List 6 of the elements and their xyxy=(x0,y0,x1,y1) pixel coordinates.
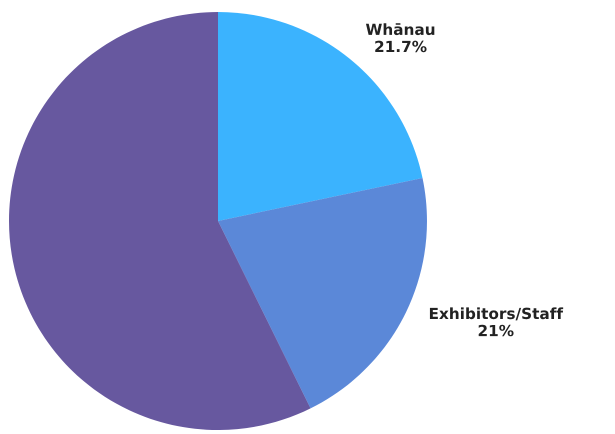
pie-slice xyxy=(9,12,311,430)
slice-label: Exhibitors/Staff xyxy=(430,307,564,320)
data-label: 21% xyxy=(478,324,514,336)
pie-slice xyxy=(218,178,427,408)
data-label: 21.7% xyxy=(375,40,427,52)
slice-label: Whānau xyxy=(366,23,434,36)
